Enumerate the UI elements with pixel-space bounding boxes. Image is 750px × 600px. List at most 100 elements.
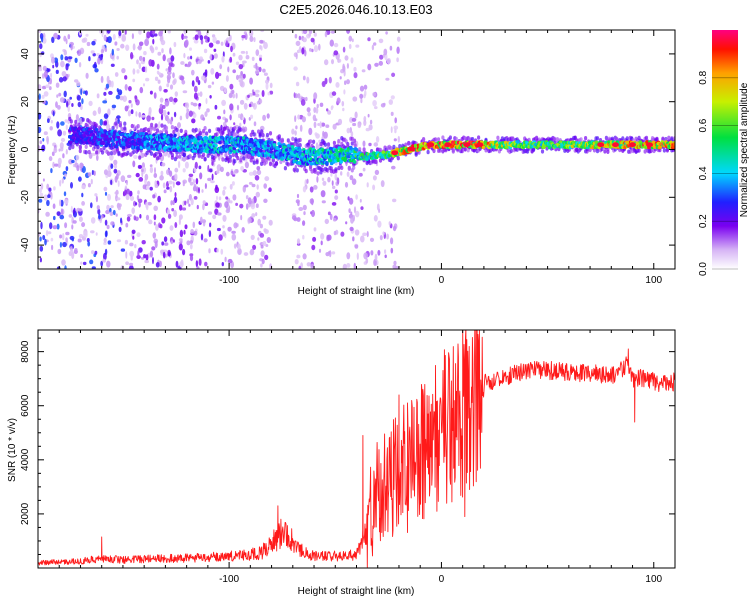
spectrogram-noise-cell (38, 30, 42, 33)
spectrogram-noise-cell (52, 161, 55, 169)
spectrogram-halo-cell (102, 145, 106, 151)
spectrogram-halo-cell (625, 136, 629, 141)
spectrogram-halo-cell (155, 128, 160, 133)
spectrogram-noise-cell (59, 97, 65, 103)
spectrogram-noise-cell (360, 206, 364, 211)
spectrogram-noise-cell (211, 160, 214, 166)
spectrogram-noise-cell (62, 76, 67, 82)
spectrogram-noise-cell (149, 166, 154, 174)
spectrogram-noise-cell (135, 111, 138, 117)
spectrogram-noise-cell (327, 234, 332, 241)
spectrogram-xtick-label: -100 (219, 275, 239, 286)
spectrogram-noise-cell (166, 83, 170, 88)
spectrogram-noise-cell (143, 83, 145, 87)
spectrogram-ridge-cell (242, 151, 246, 155)
spectrogram-image (38, 30, 675, 269)
spectrogram-noise-cell (113, 159, 118, 166)
spectrogram-halo-cell (69, 119, 73, 124)
spectrogram-noise-cell (110, 163, 114, 169)
spectrogram-noise-cell (157, 195, 161, 203)
spectrogram-noise-cell (81, 185, 86, 189)
spectrogram-noise-cell (207, 211, 213, 215)
spectrogram-noise-cell (154, 167, 156, 174)
spectrogram-peak (646, 142, 653, 148)
spectrogram-noise-cell (254, 175, 260, 181)
spectrogram-noise-cell (298, 35, 302, 41)
spectrogram-noise-cell (131, 207, 135, 214)
spectrogram-halo-cell (637, 148, 641, 153)
spectrogram-noise-cell (204, 111, 208, 117)
spectrogram-noise-cell (190, 55, 193, 60)
spectrogram-noise-cell (72, 220, 77, 224)
spectrogram-halo-cell (233, 126, 237, 131)
spectrogram-noise-cell (220, 41, 224, 46)
spectrogram-noise-cell (129, 195, 135, 201)
spectrogram-noise-cell (236, 104, 240, 111)
spectrogram-noise-cell (41, 94, 45, 99)
spectrogram-noise-cell (182, 181, 185, 187)
spectrogram-noise-cell (390, 111, 394, 116)
spectrogram-noise-cell (138, 62, 142, 70)
spectrogram-noise-cell (124, 30, 127, 35)
spectrogram-halo-cell (123, 121, 127, 126)
spectrogram-noise-cell (331, 180, 334, 186)
spectrogram-ridge-cell (625, 140, 629, 145)
spectrogram-noise-cell (193, 39, 199, 44)
spectrogram-halo-cell (100, 150, 105, 155)
spectrogram-noise-cell (388, 99, 393, 105)
spectrogram-noise-cell (313, 45, 319, 53)
spectrogram-noise-cell (135, 202, 138, 206)
spectrogram-noise-cell (89, 259, 94, 265)
spectrogram-noise-cell (239, 203, 244, 209)
spectrogram-halo-cell (154, 151, 158, 157)
spectrogram-noise-cell (294, 259, 299, 265)
spectrogram-noise-cell (168, 180, 173, 185)
spectrogram-halo-cell (628, 149, 632, 154)
spectrogram-noise-cell (192, 221, 196, 228)
spectrogram-noise-cell (50, 72, 53, 79)
spectrogram-noise-cell (254, 70, 260, 75)
spectrogram-ridge-cell (635, 141, 640, 146)
spectrogram-noise-cell (38, 198, 43, 203)
spectrogram-noise-cell (245, 195, 249, 200)
spectrogram-noise-cell (90, 202, 93, 209)
spectrogram-noise-cell (61, 177, 64, 184)
spectrogram-halo-cell (84, 150, 88, 155)
spectrogram-halo-cell (644, 135, 649, 141)
spectrogram-noise-cell (236, 74, 239, 81)
spectrogram-noise-cell (315, 107, 319, 114)
spectrogram-noise-cell (70, 205, 73, 213)
spectrogram-noise-cell (149, 186, 153, 191)
spectrogram-halo-cell (242, 156, 246, 161)
spectrogram-noise-cell (320, 233, 325, 240)
spectrogram-noise-cell (57, 105, 61, 110)
spectrogram-noise-cell (174, 222, 178, 228)
spectrogram-noise-cell (321, 177, 325, 181)
spectrogram-noise-cell (348, 208, 351, 214)
spectrogram-noise-cell (155, 224, 159, 231)
spectrogram-halo-cell (414, 152, 418, 157)
spectrogram-noise-cell (183, 229, 186, 235)
spectrogram-noise-cell (331, 251, 336, 255)
spectrogram-noise-cell (191, 118, 196, 124)
spectrogram-noise-cell (341, 100, 345, 107)
spectrogram-noise-cell (41, 51, 45, 55)
spectrogram-noise-cell (293, 92, 296, 98)
spectrogram-noise-cell (189, 181, 194, 186)
spectrogram-noise-cell (293, 66, 298, 71)
spectrogram-noise-cell (184, 161, 189, 169)
spectrogram-noise-cell (144, 259, 149, 264)
spectrogram-noise-cell (302, 30, 308, 35)
spectrogram-ridge-cell (218, 140, 222, 145)
spectrogram-noise-cell (163, 236, 168, 243)
spectrogram-noise-cell (209, 222, 212, 228)
spectrogram-noise-cell (255, 89, 260, 93)
spectrogram-noise-cell (74, 57, 78, 63)
spectrogram-noise-cell (372, 92, 377, 97)
spectrogram-noise-cell (102, 258, 106, 263)
spectrogram-noise-cell (322, 180, 327, 186)
spectrogram-noise-cell (162, 251, 166, 259)
spectrogram-noise-cell (200, 233, 204, 241)
spectrogram-noise-cell (177, 160, 181, 169)
spectrogram-noise-cell (369, 237, 375, 242)
